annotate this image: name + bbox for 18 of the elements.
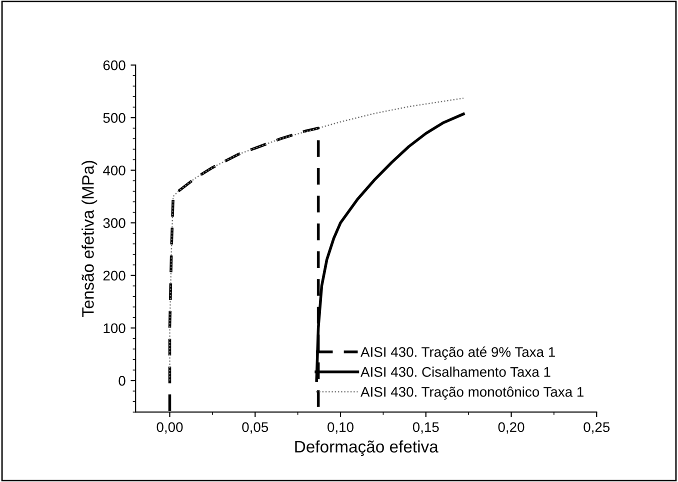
y-tick-label: 0 — [118, 376, 126, 386]
x-tick-label: 0,20 — [498, 422, 524, 434]
x-tick-label: 0,10 — [328, 422, 354, 434]
x-tick-label: 0,15 — [412, 422, 439, 434]
x-tick-label: 0,00 — [156, 422, 183, 434]
y-tick-label: 300 — [103, 218, 126, 228]
legend-label: AISI 430. Tração até 9% Taxa 1 — [360, 346, 555, 360]
y-tick-label: 100 — [104, 323, 126, 334]
x-axis-title: Deformação efetiva — [295, 440, 438, 456]
y-tick-label: 500 — [103, 112, 126, 123]
y-axis-title: Tensão efetiva (MPa) — [82, 160, 98, 317]
legend-label: AISI 430. Cisalhamento Taxa 1 — [360, 366, 550, 377]
x-tick-label: 0,05 — [242, 422, 268, 434]
legend-label: AISI 430. Tração monotônico Taxa 1 — [360, 386, 584, 400]
y-tick-label: 200 — [103, 270, 126, 281]
y-tick-label: 400 — [103, 166, 126, 176]
x-tick-label: 0,25 — [584, 422, 610, 434]
y-tick-label: 600 — [103, 60, 126, 70]
